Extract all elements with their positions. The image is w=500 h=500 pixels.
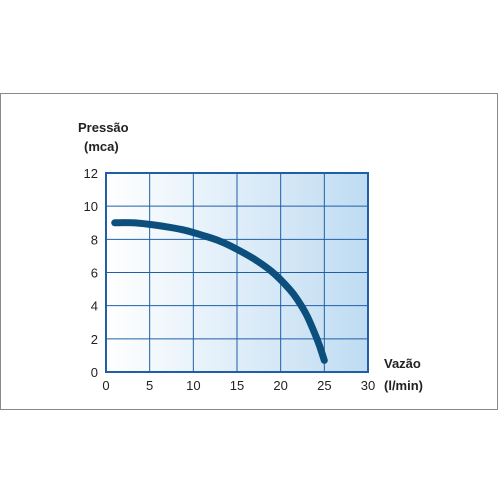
x-tick-label: 5 xyxy=(146,378,153,393)
x-tick-labels: 0 5 10 15 20 25 30 xyxy=(102,378,375,393)
plot-border xyxy=(105,172,369,373)
y-tick-label: 0 xyxy=(91,365,98,380)
y-tick-labels: 0 2 4 6 8 10 12 xyxy=(84,166,98,380)
x-tick-label: 20 xyxy=(273,378,287,393)
y-tick-label: 8 xyxy=(91,232,98,247)
x-axis-unit: (l/min) xyxy=(384,378,423,393)
x-tick-label: 10 xyxy=(186,378,200,393)
chart-frame xyxy=(0,93,498,410)
x-axis-title: Vazão xyxy=(384,356,421,371)
y-axis-unit: (mca) xyxy=(84,139,119,154)
y-axis-title: Pressão xyxy=(78,120,129,135)
y-tick-label: 6 xyxy=(91,266,98,281)
x-tick-label: 25 xyxy=(317,378,331,393)
x-tick-label: 15 xyxy=(230,378,244,393)
x-tick-label: 30 xyxy=(361,378,375,393)
series-line-0 xyxy=(111,219,328,364)
grid-lines xyxy=(106,173,368,372)
y-tick-label: 10 xyxy=(84,199,98,214)
y-tick-label: 4 xyxy=(91,299,98,314)
series-layer xyxy=(111,219,328,364)
y-tick-label: 2 xyxy=(91,332,98,347)
y-tick-label: 12 xyxy=(84,166,98,181)
x-tick-label: 0 xyxy=(102,378,109,393)
